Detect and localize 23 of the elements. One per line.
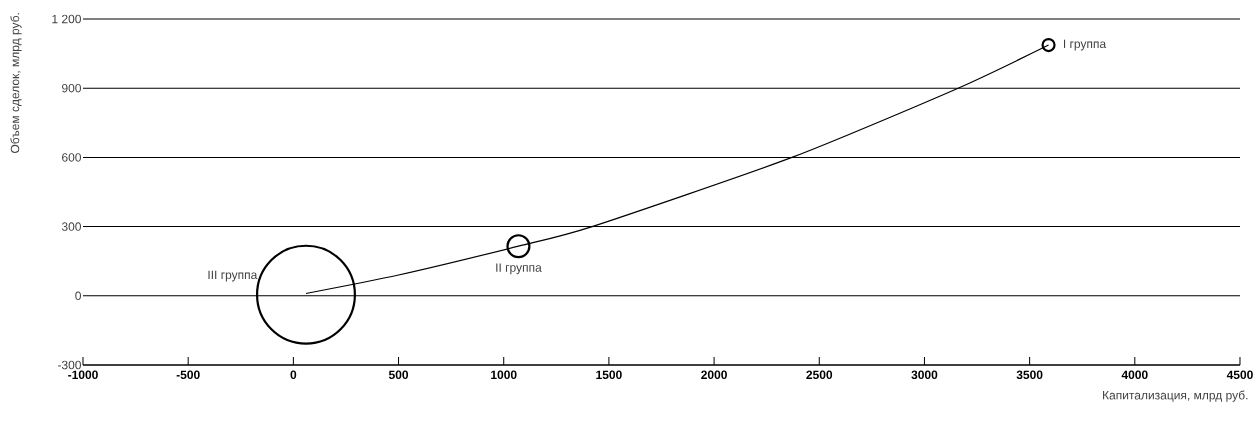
y-tick-label: 300 (61, 222, 81, 231)
x-tick-label: 4000 (1121, 370, 1148, 380)
y-tick-label: 900 (62, 83, 81, 93)
y-tick-label: -300 (57, 360, 81, 370)
x-tick-label: 1000 (491, 370, 517, 380)
x-tick-label: 3000 (911, 370, 938, 380)
y-tick-label: 1 200 (52, 14, 81, 24)
x-tick-label: 1500 (596, 370, 622, 380)
x-tick-label: 500 (388, 370, 409, 380)
x-axis-title: Капитализация, млрд руб. (1103, 390, 1248, 402)
x-tick-label: 3500 (1016, 370, 1043, 380)
x-tick-label: 2500 (806, 370, 833, 380)
y-axis-title: Объем сделок, млрд руб. (10, 13, 22, 154)
x-tick-label: 2000 (701, 370, 727, 380)
x-tick-label: 4500 (1226, 370, 1253, 380)
x-tick-label: -500 (176, 370, 200, 380)
x-tick-label: -1000 (68, 370, 98, 380)
annotation: I группа (1063, 39, 1107, 51)
y-tick-label: 600 (62, 153, 81, 162)
annotation: III группа (208, 270, 258, 282)
annotation: II группа (496, 263, 542, 275)
y-tick-label: 0 (75, 291, 82, 301)
x-tick-label: 0 (290, 370, 297, 380)
